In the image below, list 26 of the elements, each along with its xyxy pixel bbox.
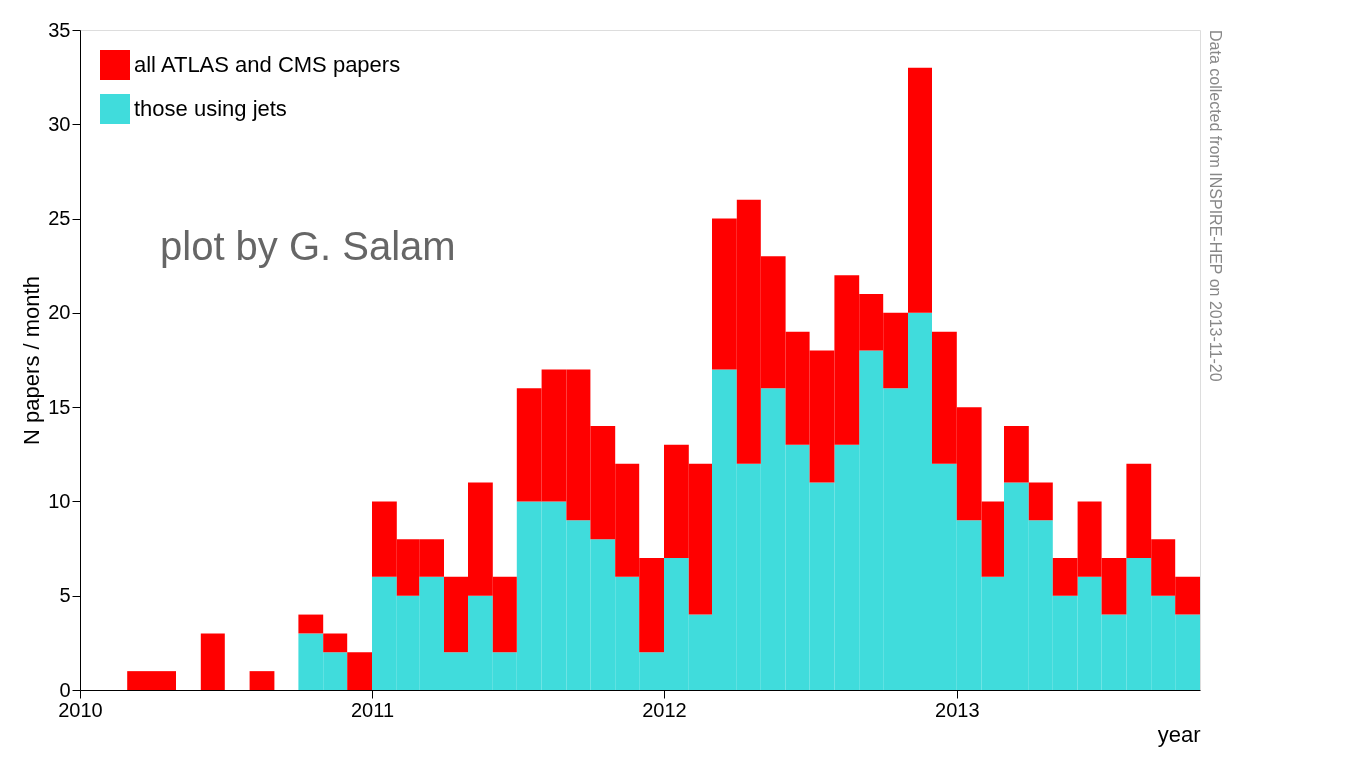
y-tick-label: 35	[48, 18, 71, 41]
x-tick-label: 2010	[58, 698, 103, 721]
y-tick-label: 15	[48, 395, 71, 418]
y-tick-label: 0	[59, 678, 71, 701]
bar	[323, 633, 348, 653]
text: Data collected from INSPIRE-HEP on 2013-11-20	[1207, 30, 1224, 382]
y-tick-label: 20	[48, 301, 71, 324]
bar	[1028, 482, 1053, 521]
legend-label: all ATLAS and CMS papers	[134, 52, 401, 77]
bar	[249, 671, 275, 690]
x-axis-title: year	[1157, 721, 1201, 747]
bar	[200, 633, 225, 690]
bar	[1004, 426, 1029, 483]
annotation: plot by G. Salam	[160, 223, 456, 268]
y-axis-title: N papers / month	[19, 276, 45, 445]
bar	[298, 614, 324, 634]
x-tick-label: 2013	[935, 698, 980, 721]
y-tick-label: 30	[48, 112, 71, 135]
bar	[908, 67, 932, 313]
legend-label: those using jets	[134, 96, 287, 121]
bar	[347, 652, 372, 690]
x-tick-label: 2011	[350, 698, 395, 721]
y-tick-label: 10	[48, 489, 71, 512]
x-tick-label: 2012	[642, 698, 687, 721]
y-tick-label: 5	[59, 584, 71, 607]
y-tick-label: 25	[48, 207, 71, 230]
